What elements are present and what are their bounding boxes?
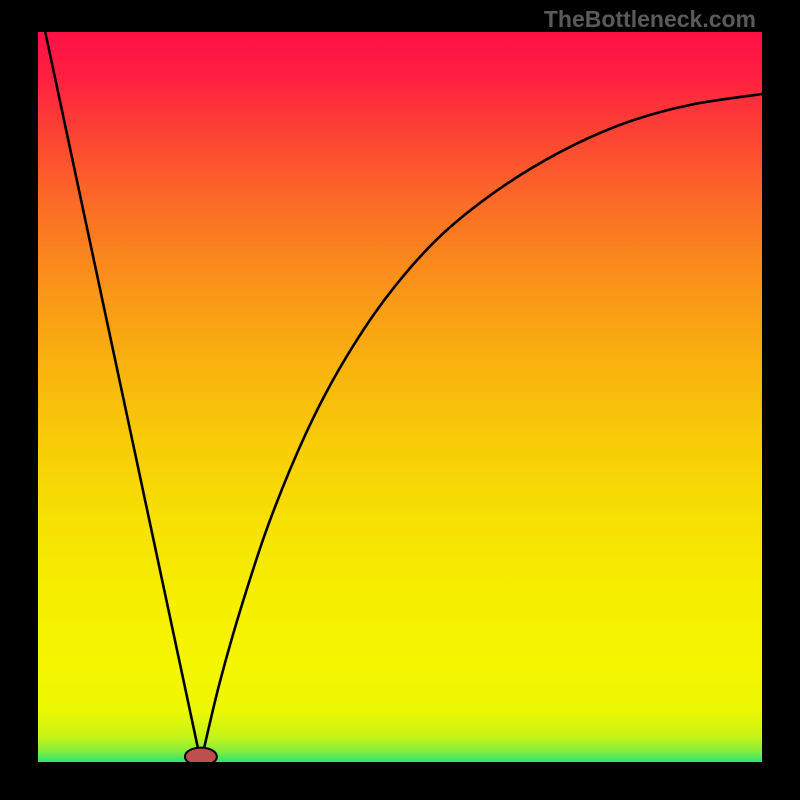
bottleneck-curve: [45, 32, 762, 762]
min-marker: [185, 748, 217, 762]
plot-area: [38, 32, 762, 762]
watermark-label: TheBottleneck.com: [544, 6, 756, 32]
curve-svg: [38, 32, 762, 762]
watermark-text: TheBottleneck.com: [544, 6, 756, 33]
